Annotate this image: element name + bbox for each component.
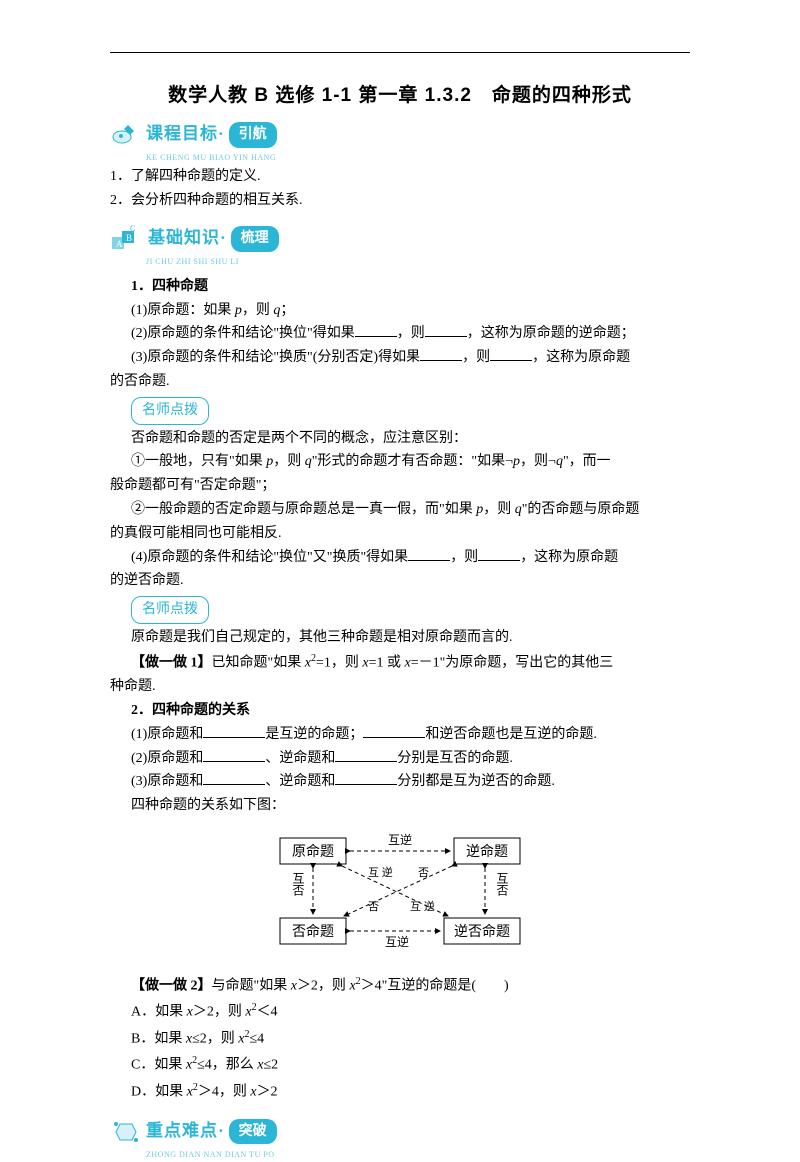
- banner-keypoints-sub: ZHONG DIAN NAN DIAN TU PO: [146, 1148, 690, 1162]
- svg-text:B: B: [126, 233, 132, 243]
- banner-basics-sub: JI CHU ZHI SHI SHU LI: [146, 255, 690, 269]
- intro-line-1: 1．了解四种命题的定义.: [110, 165, 690, 189]
- svg-text:互否: 互否: [291, 872, 305, 896]
- s1-c1: 否命题和命题的否定是两个不同的概念，应注意区别：: [110, 427, 690, 451]
- intro-line-2: 2．会分析四种命题的相互关系.: [110, 189, 690, 213]
- exercise-2-options: A．如果 x＞2，则 x2＜4 B．如果 x≤2，则 x2≤4 C．如果 x2≤…: [131, 999, 690, 1104]
- svg-text:A: A: [116, 239, 123, 249]
- svg-text:逆否命题: 逆否命题: [454, 923, 510, 940]
- banner-goals: 课程目标· 引航: [110, 120, 690, 149]
- callout-tip-2: 名师点拨: [131, 596, 209, 624]
- s2-p1: (1)原命题和是互逆的命题；和逆否命题也是互逆的命题.: [110, 723, 690, 747]
- s1-c3-cont: 的真假可能相同也可能相反.: [110, 522, 690, 546]
- exercise-1: 【做一做 1】已知命题"如果 x2=1，则 x=1 或 x=－1"为原命题，写出…: [110, 650, 690, 675]
- svg-text:逆命题: 逆命题: [466, 843, 508, 860]
- exercise-1-cont: 种命题.: [110, 675, 690, 699]
- banner-basics-text: 基础知识·: [148, 224, 227, 253]
- s1-p3: (3)原命题的条件和结论"换质"(分别否定)得如果，则，这称为原命题: [110, 346, 690, 370]
- banner-basics-pill: 梳理: [231, 226, 279, 252]
- svg-text:互逆: 互逆: [385, 934, 409, 949]
- s1-c2-cont: 般命题都可有"否定命题"；: [110, 474, 690, 498]
- svg-text:否命题: 否命题: [292, 923, 334, 940]
- svg-text:原命题: 原命题: [292, 843, 334, 860]
- banner-goals-pill: 引航: [229, 122, 277, 148]
- banner-goals-sub: KE CHENG MU BIAO YIN HANG: [146, 151, 690, 165]
- s1-c4: 原命题是我们自己规定的，其他三种命题是相对原命题而言的.: [110, 626, 690, 650]
- banner-goals-text: 课程目标·: [146, 120, 225, 149]
- svg-text:C: C: [130, 225, 135, 233]
- s2-p3: (3)原命题和、逆命题和分别都是互为逆否的命题.: [110, 770, 690, 794]
- s1-p2: (2)原命题的条件和结论"换位"得如果，则，这称为原命题的逆命题；: [110, 322, 690, 346]
- callout-tip-1: 名师点拨: [131, 397, 209, 425]
- section-1-heading: 1．四种命题: [110, 275, 690, 299]
- option-a: A．如果 x＞2，则 x2＜4: [131, 999, 690, 1024]
- option-d: D．如果 x2＞4，则 x＞2: [131, 1079, 690, 1104]
- s1-c2: ①一般地，只有"如果 p，则 q"形式的命题才有否命题："如果¬p，则¬q"，而…: [110, 450, 690, 474]
- satellite-icon: [110, 121, 142, 149]
- s1-c3: ②一般命题的否定命题与原命题总是一真一假，而"如果 p，则 q"的否命题与原命题: [110, 498, 690, 522]
- svg-text:否: 否: [418, 867, 429, 879]
- s2-p4: 四种命题的关系如下图：: [110, 794, 690, 818]
- svg-text:互 逆: 互 逆: [410, 899, 435, 913]
- option-c: C．如果 x2≤4，那么 x≤2: [131, 1052, 690, 1077]
- page-title: 数学人教 B 选修 1-1 第一章 1.3.2 命题的四种形式: [110, 80, 690, 112]
- svg-text:互逆: 互逆: [388, 832, 412, 847]
- s1-p1: (1)原命题：如果 p，则 q；: [110, 299, 690, 323]
- blocks-icon: ABC: [110, 225, 144, 253]
- propositions-diagram: 原命题 逆命题 否命题 逆否命题 互逆 互逆 互否 互否 互 逆 否 否 互 逆: [110, 826, 690, 965]
- option-b: B．如果 x≤2，则 x2≤4: [131, 1026, 690, 1051]
- svg-text:互否: 互否: [495, 872, 509, 896]
- banner-basics: ABC 基础知识· 梳理: [110, 224, 690, 253]
- s1-p3-cont: 的否命题.: [110, 370, 690, 394]
- section-2-heading: 2．四种命题的关系: [110, 699, 690, 723]
- s1-p4-cont: 的逆否命题.: [110, 569, 690, 593]
- s1-p4: (4)原命题的条件和结论"换位"又"换质"得如果，则，这称为原命题: [110, 546, 690, 570]
- s2-p2: (2)原命题和、逆命题和分别是互否的命题.: [110, 747, 690, 771]
- svg-text:否: 否: [368, 901, 379, 913]
- svg-text:互 逆: 互 逆: [368, 865, 393, 879]
- exercise-2: 【做一做 2】与命题"如果 x＞2，则 x2＞4"互逆的命题是( ): [110, 973, 690, 998]
